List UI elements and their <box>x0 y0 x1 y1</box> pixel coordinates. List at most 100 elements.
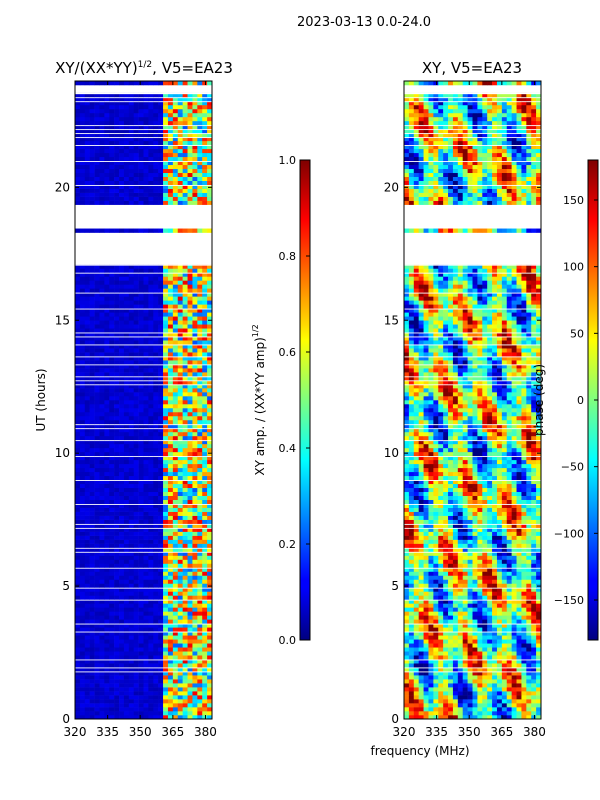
amplitude-cell <box>153 651 159 656</box>
amplitude-cell <box>133 435 139 441</box>
amplitude-cell <box>99 507 105 512</box>
amplitude-cell <box>119 184 125 189</box>
amplitude-cell <box>177 447 183 453</box>
phase-cell <box>423 715 429 719</box>
amplitude-cell <box>119 559 125 564</box>
amplitude-cell <box>187 563 193 568</box>
phase-cell <box>457 711 464 716</box>
phase-cell <box>438 655 444 660</box>
amplitude-cell <box>197 196 203 201</box>
amplitude-cell <box>158 611 164 616</box>
amplitude-cell <box>104 619 110 624</box>
amplitude-cell <box>138 663 144 668</box>
amplitude-cell <box>138 288 144 293</box>
phase-cell <box>482 619 488 624</box>
amplitude-cell <box>182 531 188 536</box>
amplitude-cell <box>163 623 169 628</box>
phase-cell <box>404 687 410 692</box>
amplitude-cell <box>79 360 86 365</box>
phase-cell <box>511 635 517 640</box>
amplitude-cell <box>182 192 188 197</box>
amplitude-cell <box>202 679 208 684</box>
amplitude-cell <box>99 699 105 704</box>
amplitude-cell <box>158 511 164 516</box>
amplitude-cell <box>114 459 120 465</box>
phase-cell <box>472 715 478 719</box>
amplitude-cell <box>148 308 154 313</box>
amplitude-cell <box>148 683 154 688</box>
amplitude-cell <box>163 671 169 676</box>
amplitude-cell <box>177 499 183 504</box>
amplitude-cell <box>192 356 198 361</box>
amplitude-cell <box>119 431 125 437</box>
amplitude-cell <box>99 639 105 644</box>
amplitude-cell <box>172 352 179 357</box>
amplitude-cell <box>84 304 90 309</box>
amplitude-cell <box>202 336 208 341</box>
amplitude-cell <box>182 615 188 620</box>
amplitude-cell <box>207 631 212 636</box>
amplitude-cell <box>133 679 139 684</box>
amplitude-cell <box>104 172 110 177</box>
amplitude-cell <box>89 81 95 86</box>
amplitude-cell <box>158 407 164 413</box>
phase-cell <box>492 695 498 700</box>
amplitude-cell <box>143 675 149 680</box>
amplitude-cell <box>89 531 95 536</box>
amplitude-cell <box>182 687 188 692</box>
amplitude-cell <box>128 300 135 305</box>
amplitude-cell <box>172 196 179 201</box>
amplitude-cell <box>172 455 179 461</box>
amplitude-cell <box>182 276 188 281</box>
amplitude-cell <box>109 535 115 540</box>
amplitude-cell <box>79 392 86 397</box>
amplitude-cell <box>94 567 100 572</box>
phase-cell <box>531 683 537 688</box>
phase-cell <box>506 619 512 624</box>
amplitude-cell <box>109 495 115 500</box>
amplitude-cell <box>138 711 144 716</box>
amplitude-cell <box>128 340 135 345</box>
amplitude-cell <box>202 407 208 413</box>
amplitude-cell <box>114 579 120 584</box>
amplitude-cell <box>114 691 120 696</box>
amplitude-cell <box>187 575 193 580</box>
amplitude-cell <box>167 144 174 150</box>
amplitude-cell <box>153 655 159 660</box>
amplitude-cell <box>133 671 139 676</box>
amplitude-cell <box>207 144 212 150</box>
phase-cell <box>482 711 488 716</box>
amplitude-cell <box>167 539 174 544</box>
amplitude-cell <box>123 411 130 417</box>
phase-cell <box>536 603 541 608</box>
amplitude-cell <box>99 443 105 449</box>
amplitude-cell <box>167 300 174 305</box>
phase-cell <box>531 655 537 660</box>
phase-cell <box>448 687 454 692</box>
amplitude-cell <box>148 563 154 568</box>
phase-cell <box>433 631 439 636</box>
amplitude-cell <box>123 711 130 716</box>
amplitude-cell <box>207 288 212 293</box>
phase-cell <box>404 663 410 668</box>
amplitude-cell <box>182 511 188 516</box>
amplitude-cell <box>89 463 95 469</box>
phase-cell <box>423 651 429 656</box>
amplitude-cell <box>99 415 105 421</box>
amplitude-cell <box>104 651 110 656</box>
amplitude-cell <box>192 571 198 576</box>
amplitude-cell <box>182 579 188 584</box>
amplitude-cell <box>163 120 169 126</box>
amplitude-cell <box>163 368 169 373</box>
phase-cell <box>482 643 488 648</box>
amplitude-cell <box>133 192 139 197</box>
amplitude-cell <box>128 603 135 608</box>
amplitude-cell <box>197 268 203 273</box>
phase-cell <box>457 659 464 664</box>
amplitude-cell <box>104 495 110 500</box>
amplitude-cell <box>119 467 125 473</box>
phase-cell <box>536 691 541 696</box>
amplitude-cell <box>79 703 86 708</box>
amplitude-cell <box>163 280 169 285</box>
amplitude-cell <box>158 667 164 672</box>
